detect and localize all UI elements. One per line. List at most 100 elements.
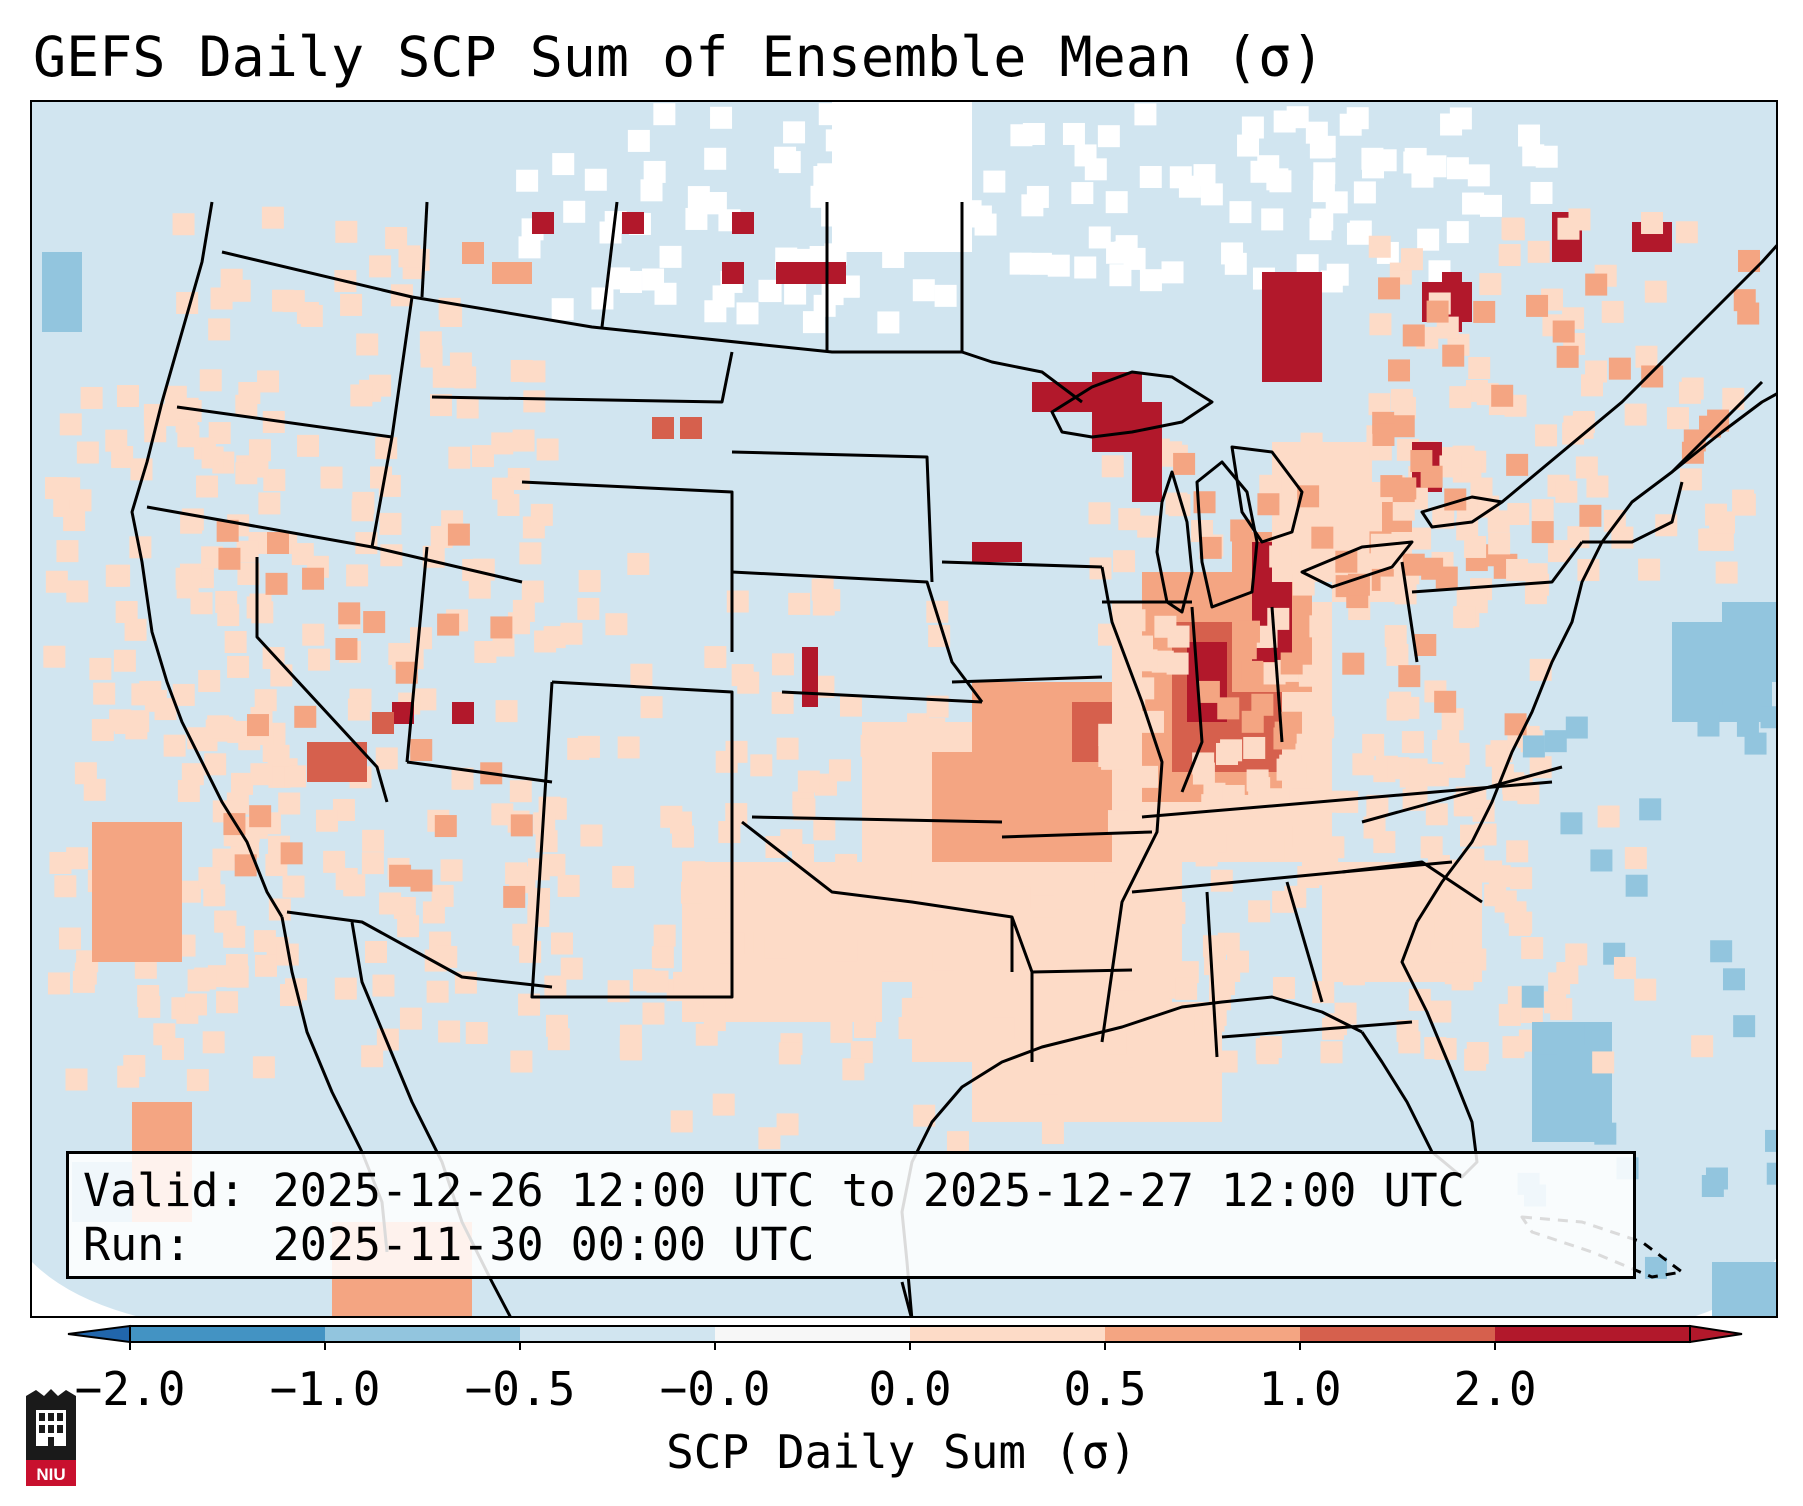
field-cell [385, 226, 408, 249]
field-cell [652, 417, 674, 439]
field-cell [1349, 220, 1372, 243]
ar-la [1031, 968, 1133, 974]
field-cell [736, 302, 759, 325]
field-cell [1765, 1129, 1776, 1152]
field-cell [201, 446, 224, 469]
field-cell [429, 394, 452, 417]
field-cell [1590, 849, 1613, 872]
run-label: Run: [83, 1218, 192, 1271]
field-cell [474, 640, 497, 663]
field-cell [1259, 474, 1282, 497]
field-cell [627, 129, 650, 152]
field-cell [1434, 690, 1457, 713]
field-cell [1199, 536, 1222, 559]
field-cell [660, 805, 683, 828]
field-cell [817, 163, 840, 186]
field-cell [1484, 884, 1507, 907]
field-cell [198, 670, 221, 693]
field-cell [80, 386, 103, 409]
field-cell [1414, 633, 1437, 656]
field-cell [1392, 498, 1415, 521]
field-cell [1556, 962, 1579, 985]
field-cell [605, 613, 628, 636]
field-cell [449, 352, 472, 375]
field-cell [1639, 798, 1662, 821]
field-cell [1113, 550, 1136, 573]
field-cell [393, 896, 416, 919]
field-cell [1380, 576, 1403, 599]
il-in [1180, 606, 1204, 793]
field-cell [1322, 836, 1345, 859]
field-cell [364, 940, 387, 963]
field-cell [818, 103, 841, 126]
field-cell [557, 874, 580, 897]
colorbar-bin [1300, 1326, 1496, 1342]
field-cell [872, 925, 895, 948]
field-cell [216, 519, 239, 542]
field-cell [718, 821, 741, 844]
field-cell [510, 1050, 533, 1073]
field-cell [1581, 374, 1604, 397]
field-cell [1312, 180, 1335, 203]
valid-run-info-box: Valid: 2025-12-26 12:00 UTC to 2025-12-2… [66, 1151, 1636, 1279]
field-cell [177, 779, 200, 802]
field-cell [115, 600, 138, 623]
field-cell [1400, 248, 1423, 271]
field-cell [560, 957, 583, 980]
field-cell [1369, 313, 1392, 336]
field-cell [813, 294, 836, 317]
field-cell [1241, 710, 1264, 733]
field-cell [93, 682, 116, 705]
field-cell [1498, 1003, 1521, 1026]
field-cell [1237, 620, 1260, 643]
field-cell [177, 425, 200, 448]
maritimes [1671, 392, 1776, 474]
field-cell [492, 634, 515, 657]
field-cell [1280, 711, 1303, 734]
field-cell [507, 612, 530, 635]
field-cell [627, 552, 650, 575]
field-cell [49, 851, 72, 874]
field-cell [1506, 558, 1529, 581]
field-cell [1534, 1032, 1557, 1055]
field-cell [1083, 970, 1106, 993]
ms-al [1205, 891, 1219, 1058]
field-cell [1163, 902, 1186, 925]
field-cell [1485, 744, 1508, 767]
colorbar-bin [520, 1326, 716, 1342]
field-cell [42, 252, 82, 332]
map-panel [30, 100, 1778, 1318]
field-cell [1683, 429, 1706, 452]
field-cell [134, 956, 157, 979]
field-cell [1440, 113, 1463, 136]
field-cell [848, 178, 871, 201]
field-cell [646, 970, 669, 993]
field-cell [375, 747, 398, 770]
field-cell [1101, 455, 1124, 478]
field-cell [774, 146, 797, 169]
field-cell [1521, 985, 1544, 1008]
al-ga [1285, 881, 1324, 1003]
field-cell [1272, 976, 1295, 999]
field-cell [217, 604, 240, 627]
field-cell [1426, 764, 1449, 787]
field-cell [1292, 573, 1315, 596]
field-cell [1311, 526, 1334, 549]
field-cell [363, 611, 386, 634]
field-cell [1479, 273, 1502, 296]
field-cell [853, 1015, 876, 1038]
field-cell [76, 441, 99, 464]
field-cell [710, 106, 733, 129]
field-cell [190, 592, 213, 615]
field-cell [1026, 185, 1049, 208]
field-cell [802, 647, 818, 707]
field-cell [1136, 765, 1159, 788]
field-cell [1269, 170, 1292, 193]
field-cell [294, 705, 317, 728]
field-cell [91, 719, 114, 742]
field-cell [1506, 840, 1529, 863]
field-cell [47, 972, 70, 995]
field-cell [877, 311, 900, 334]
field-cell [437, 613, 460, 636]
field-cell [1336, 790, 1359, 813]
